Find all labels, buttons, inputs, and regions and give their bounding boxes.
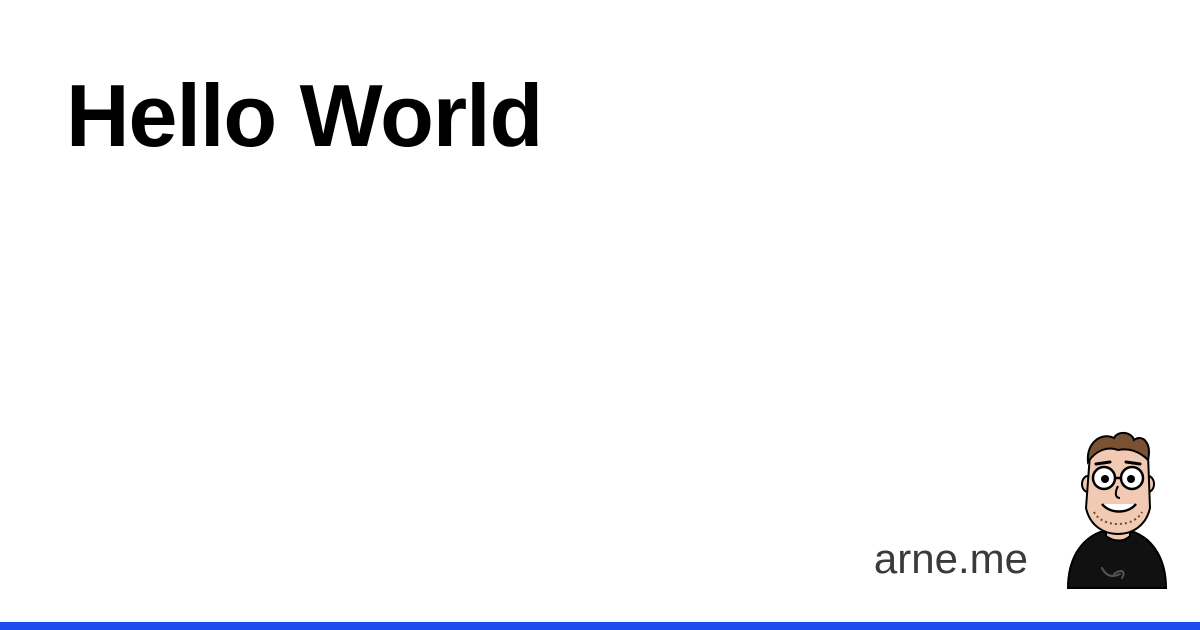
cartoon-avatar-icon: [1066, 432, 1168, 589]
site-domain: arne.me: [873, 535, 1028, 582]
page-title: Hello World: [66, 66, 543, 165]
accent-bar: [0, 622, 1200, 630]
